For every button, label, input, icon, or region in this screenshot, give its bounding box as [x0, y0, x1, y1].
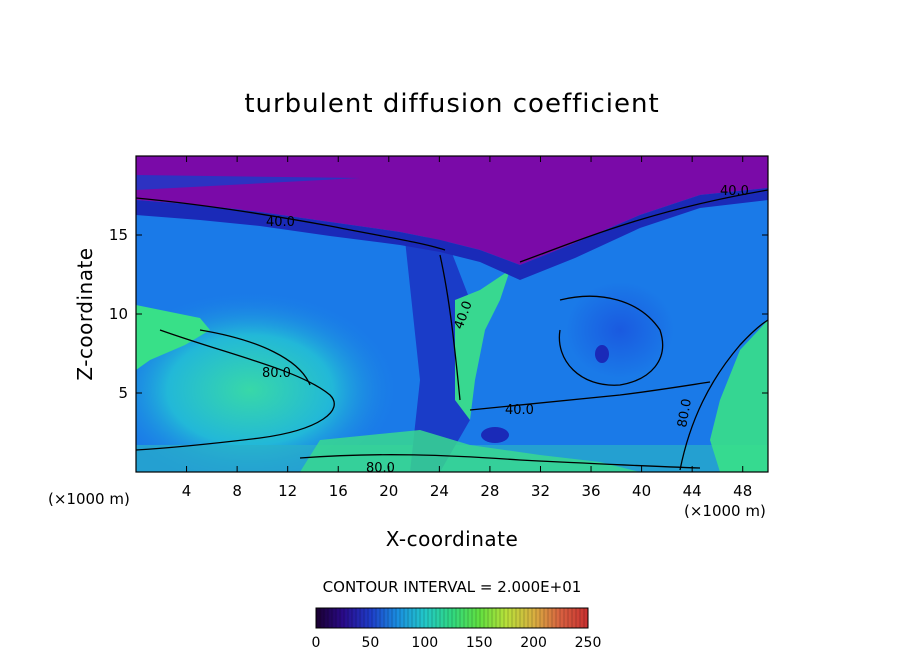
x-tick-label: 28	[480, 482, 499, 500]
upper-region	[136, 156, 768, 265]
contour-80-left	[136, 329, 335, 451]
central-filament	[455, 270, 510, 420]
colorbar-tick-label: 150	[466, 635, 493, 651]
contour-label: 40.0	[505, 403, 534, 418]
x-unit-left: (×1000 m)	[48, 490, 130, 508]
contour-40-left	[136, 197, 446, 251]
chart-title: turbulent diffusion coefficient	[244, 89, 659, 119]
left-vortex-core	[136, 290, 400, 472]
contour-lines	[136, 189, 768, 471]
x-tick-label: 16	[329, 482, 348, 500]
contour-centre	[439, 254, 461, 401]
colorbar-gradient	[315, 607, 589, 629]
top-strip	[136, 175, 360, 190]
contour-label: 40.0	[720, 184, 749, 199]
colorbar-tick-label: 100	[411, 635, 438, 651]
colorbar-ticks: 0 50 100 150 200 250	[312, 635, 602, 651]
colorbar-tick-label: 250	[575, 635, 602, 651]
contour-mid	[469, 381, 711, 411]
x-axis-ticks: 4 8 12 16 20 24 28 32 36 40 44 48	[182, 156, 752, 500]
x-unit-right: (×1000 m)	[684, 502, 766, 520]
y-axis-ticks: 5 10 15	[109, 226, 768, 402]
x-tick-label: 36	[581, 482, 600, 500]
contour-right-vortex	[558, 295, 664, 386]
contour-label: 80.0	[366, 461, 395, 476]
contour-inner-left	[199, 329, 311, 386]
contour-label: 40.0	[266, 215, 295, 230]
x-tick-label: 44	[683, 482, 702, 500]
colorbar-tick-label: 50	[361, 635, 379, 651]
colorbar-stripes	[319, 608, 585, 628]
colorbar: 0 50 100 150 200 250	[312, 607, 602, 651]
contour-80-right	[679, 319, 768, 471]
contour-label: 80.0	[675, 398, 695, 429]
right-vortex-core	[530, 250, 710, 410]
contour-interval: CONTOUR INTERVAL = 2.000E+01	[323, 578, 582, 596]
blob-2	[595, 345, 609, 363]
x-tick-label: 12	[278, 482, 297, 500]
colorbar-tick-label: 200	[520, 635, 547, 651]
x-tick-label: 8	[232, 482, 242, 500]
x-tick-label: 4	[182, 482, 192, 500]
blob-1	[481, 427, 509, 443]
contour-label-group: 40.0 40.0 80.0 40.0 40.0 80.0 80.0	[262, 184, 749, 476]
x-tick-label: 48	[733, 482, 752, 500]
contour-label: 80.0	[262, 366, 291, 381]
y-tick-label: 15	[109, 226, 128, 244]
y-tick-label: 10	[109, 305, 128, 323]
x-tick-label: 20	[379, 482, 398, 500]
central-column	[405, 235, 470, 472]
x-tick-label: 32	[531, 482, 550, 500]
x-tick-label: 40	[632, 482, 651, 500]
heatmap-field: 40.0 40.0 80.0 40.0 40.0 80.0 80.0	[136, 156, 768, 476]
right-edge-high	[710, 320, 768, 472]
y-axis-label: Z-coordinate	[73, 247, 97, 380]
upper-band	[136, 188, 768, 280]
y-tick-label: 5	[118, 384, 128, 402]
contour-40-right	[519, 189, 768, 263]
colorbar-tick-label: 0	[312, 635, 321, 651]
x-axis-label: X-coordinate	[386, 527, 519, 551]
left-edge-high	[136, 305, 210, 370]
x-tick-label: 24	[430, 482, 449, 500]
contour-80-bottom	[299, 454, 701, 469]
